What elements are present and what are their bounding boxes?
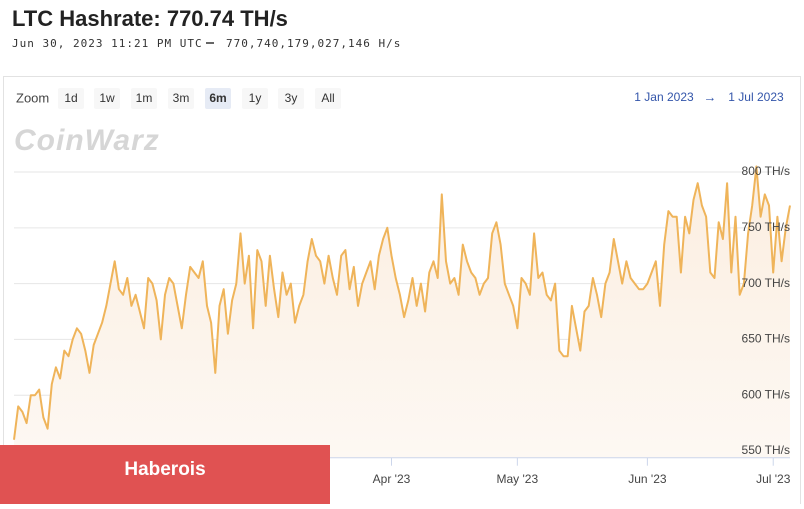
zoom-button-label[interactable]: 6m — [209, 91, 226, 105]
zoom-label: Zoom — [16, 90, 49, 105]
x-tick-label: Apr '23 — [373, 472, 411, 486]
timestamp: Jun 30, 2023 11:21 PM UTC — [12, 37, 203, 50]
range-to: 1 Jul 2023 — [728, 90, 784, 104]
hashrate: 770,740,179,027,146 H/s — [226, 37, 401, 50]
watermark: CoinWarz — [14, 124, 160, 157]
zoom-button[interactable] — [58, 88, 84, 109]
zoom-button-label[interactable]: 3m — [173, 91, 190, 105]
zoom-button[interactable] — [205, 88, 231, 109]
y-tick-label: 650 TH/s — [742, 332, 790, 346]
zoom-button-label[interactable]: 1w — [99, 91, 115, 105]
line — [13, 165, 791, 440]
zoom-button-label[interactable]: 1y — [249, 91, 262, 105]
y-tick-label: 800 TH/s — [742, 164, 790, 178]
zoom-button[interactable] — [278, 88, 304, 109]
zoom-button-label[interactable]: 1d — [64, 91, 77, 105]
zoom-button[interactable] — [315, 88, 341, 109]
y-tick-label: 600 TH/s — [742, 387, 790, 401]
banner — [0, 445, 330, 504]
zoom-button[interactable] — [242, 88, 268, 109]
zoom-button[interactable] — [131, 88, 157, 109]
title: LTC Hashrate: 770.74 TH/s — [12, 6, 288, 31]
x-tick-label: Jul '23 — [756, 472, 791, 486]
zoom-button[interactable] — [168, 88, 194, 109]
range-arrow: → — [704, 89, 717, 104]
zoom-button-label[interactable]: 1m — [136, 91, 153, 105]
banner-text: Haberois — [124, 459, 205, 480]
x-tick-label: May '23 — [497, 472, 539, 486]
y-tick-label: 750 TH/s — [742, 220, 790, 234]
zoom-button-label[interactable]: 3y — [285, 91, 298, 105]
zoom-button-label[interactable]: All — [321, 91, 334, 105]
area — [14, 166, 790, 458]
y-tick-label: 550 TH/s — [742, 443, 790, 457]
x-tick-label: Jun '23 — [628, 472, 667, 486]
y-tick-label: 700 TH/s — [742, 276, 790, 290]
zoom-button[interactable] — [94, 88, 120, 109]
range-from: 1 Jan 2023 — [634, 90, 694, 104]
